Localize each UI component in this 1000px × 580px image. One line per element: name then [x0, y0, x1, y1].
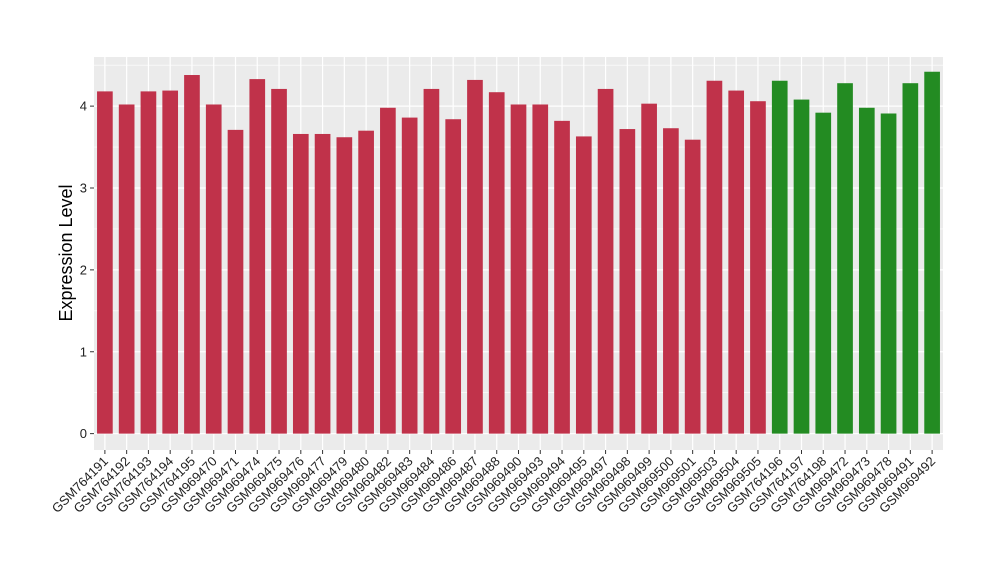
bar-GSM764191	[97, 91, 113, 434]
bar-GSM969486	[445, 119, 462, 434]
bars	[97, 71, 940, 434]
bar-GSM969483	[401, 117, 418, 434]
y-tick-label: 0	[80, 426, 87, 441]
bar-GSM969482	[380, 107, 396, 434]
y-axis: 0 1 2 3 4	[80, 99, 94, 441]
bar-GSM969500	[663, 128, 679, 434]
y-tick-label: 1	[80, 344, 87, 359]
bar-GSM764194	[162, 90, 179, 434]
bar-GSM969493	[532, 104, 549, 434]
bar-GSM969472	[837, 83, 853, 434]
y-tick-label: 3	[80, 181, 87, 196]
bar-GSM969495	[575, 136, 592, 434]
bar-GSM764196	[771, 80, 788, 434]
bar-GSM764197	[793, 99, 810, 434]
bar-GSM969484	[423, 88, 440, 434]
bar-GSM969501	[684, 139, 701, 434]
y-axis-title: Expression Level	[56, 184, 76, 321]
y-tick-label: 4	[80, 99, 87, 114]
bar-GSM764192	[118, 104, 135, 434]
bar-GSM764193	[140, 91, 157, 434]
x-axis: GSM764191GSM764192GSM764193GSM764194GSM7…	[49, 450, 938, 516]
bar-GSM969491	[902, 83, 919, 434]
bar-GSM969494	[554, 120, 570, 434]
bar-GSM969487	[467, 79, 483, 434]
bar-GSM969497	[597, 88, 614, 434]
bar-GSM969492	[924, 71, 940, 434]
bar-GSM969503	[706, 80, 723, 434]
bar-GSM969471	[227, 129, 244, 434]
bar-GSM969470	[205, 104, 222, 434]
bar-GSM969480	[358, 130, 374, 434]
bar-GSM969498	[619, 129, 636, 434]
bar-GSM969504	[728, 90, 745, 434]
bar-GSM969479	[336, 137, 353, 434]
bar-GSM969499	[641, 103, 657, 434]
bar-GSM969488	[488, 92, 505, 434]
bar-GSM764198	[815, 112, 832, 434]
bar-GSM764195	[184, 75, 200, 434]
bar-GSM969505	[750, 101, 766, 434]
bar-GSM969473	[858, 107, 875, 434]
y-tick-label: 2	[80, 262, 87, 277]
bar-GSM969475	[271, 88, 287, 434]
bar-GSM969474	[249, 79, 266, 434]
bar-GSM969476	[292, 133, 309, 434]
bar-GSM969490	[510, 104, 527, 434]
bar-GSM969478	[880, 113, 897, 434]
bar-GSM969477	[314, 133, 331, 434]
